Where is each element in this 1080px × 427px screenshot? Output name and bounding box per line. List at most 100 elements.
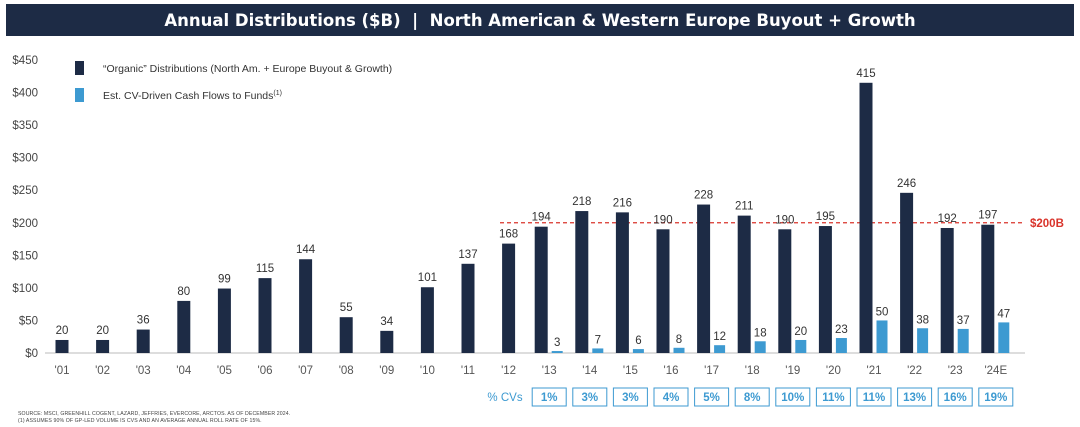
x-tick-label: '13 [542, 365, 557, 377]
x-tick-label: '18 [745, 365, 760, 377]
cv-pct-value: 10% [781, 392, 804, 404]
organic-bar [217, 288, 231, 353]
chart-title-bar: Annual Distributions ($B) | North Americ… [6, 4, 1074, 36]
cv-pct-box [775, 387, 811, 407]
organic-bar [656, 229, 670, 353]
organic-value-label: 228 [694, 190, 713, 202]
cv-bar [957, 328, 969, 353]
cv-value-label: 37 [957, 315, 970, 327]
cv-value-label: 38 [916, 314, 929, 326]
organic-bar [136, 329, 150, 353]
x-tick-label: '01 [55, 365, 70, 377]
x-tick-label: '11 [461, 365, 475, 377]
cv-pct-value: 5% [703, 392, 720, 404]
organic-value-label: 20 [96, 325, 109, 337]
y-tick-label: $100 [12, 283, 38, 295]
cv-pct-box [694, 387, 730, 407]
cv-pct-value: 3% [581, 392, 598, 404]
x-tick-label: '03 [136, 365, 151, 377]
x-tick-label: '23 [948, 365, 963, 377]
organic-value-label: 144 [296, 244, 316, 256]
cv-value-label: 6 [635, 335, 641, 347]
y-tick-label: $200 [12, 218, 38, 230]
y-tick-label: $400 [12, 88, 38, 100]
x-tick-label: '12 [501, 365, 516, 377]
y-tick-label: $150 [12, 250, 38, 262]
cv-pct-row-label: % CVs [487, 392, 522, 404]
source-footnote: SOURCE: MSCI, GREENHILL COGENT, LAZARD, … [18, 411, 291, 417]
cv-bar [551, 351, 563, 353]
organic-value-label: 168 [499, 229, 518, 241]
y-tick-label: $0 [25, 348, 38, 360]
cv-pct-box [978, 387, 1014, 407]
cv-bar [754, 341, 766, 353]
organic-bar [55, 339, 69, 353]
legend-label-cv: Est. CV-Driven Cash Flows to Funds(1) [103, 90, 282, 102]
organic-value-label: 101 [418, 272, 437, 284]
chart-title: Annual Distributions ($B) | North Americ… [164, 10, 916, 30]
x-tick-label: '04 [176, 365, 192, 377]
x-tick-label: '02 [95, 365, 110, 377]
y-tick-label: $50 [19, 315, 38, 327]
cv-pct-value: 19% [984, 392, 1007, 404]
cv-value-label: 3 [554, 337, 560, 349]
organic-value-label: 246 [897, 178, 916, 190]
cv-bar [917, 328, 929, 353]
organic-value-label: 216 [613, 197, 632, 209]
assumption-footnote: (1) ASSUMES 90% OF GP-LED VOLUME IS CVS … [18, 418, 262, 424]
organic-value-label: 137 [458, 249, 477, 261]
x-tick-label: '06 [258, 365, 273, 377]
cv-value-label: 12 [713, 331, 726, 343]
organic-value-label: 218 [572, 196, 591, 208]
legend-swatch-cv [75, 88, 84, 102]
legend-footnote-marker: (1) [273, 90, 282, 97]
cv-value-label: 50 [876, 306, 889, 318]
organic-value-label: 34 [380, 316, 393, 328]
cv-pct-box [653, 387, 689, 407]
cv-pct-value: 3% [622, 392, 639, 404]
cv-pct-value: 1% [541, 392, 558, 404]
y-tick-label: $250 [12, 185, 38, 197]
x-tick-label: '17 [704, 365, 719, 377]
x-tick-label: '08 [339, 365, 354, 377]
organic-bar [502, 243, 516, 353]
organic-bar [461, 263, 475, 353]
cv-pct-box [937, 387, 973, 407]
cv-pct-value: 16% [944, 392, 967, 404]
organic-bar [615, 212, 629, 353]
x-tick-label: '24E [984, 365, 1007, 377]
y-tick-label: $450 [12, 55, 38, 67]
cv-bar [876, 320, 888, 353]
cv-value-label: 47 [997, 308, 1010, 320]
cv-pct-value: 11% [863, 392, 885, 404]
cv-pct-box [572, 387, 608, 407]
organic-value-label: 99 [218, 274, 231, 286]
organic-bar [981, 224, 995, 353]
y-tick-label: $350 [12, 120, 38, 132]
x-tick-label: '22 [907, 365, 922, 377]
x-tick-label: '16 [664, 365, 679, 377]
x-tick-label: '14 [582, 365, 598, 377]
organic-bar [778, 229, 792, 353]
organic-value-label: 190 [775, 214, 794, 226]
cv-bar [835, 338, 847, 353]
cv-value-label: 23 [835, 324, 848, 336]
cv-pct-value: 8% [744, 392, 761, 404]
organic-bar [177, 300, 191, 353]
organic-value-label: 115 [256, 263, 274, 275]
cv-pct-value: 13% [903, 392, 926, 404]
x-tick-label: '07 [298, 365, 313, 377]
organic-bar [940, 227, 954, 353]
organic-bar [737, 215, 751, 353]
legend-swatch-organic [75, 61, 84, 75]
organic-value-label: 55 [340, 302, 353, 314]
organic-value-label: 211 [735, 201, 753, 213]
cv-bar [632, 349, 644, 353]
x-tick-label: '10 [420, 365, 435, 377]
x-tick-label: '09 [379, 365, 394, 377]
organic-bar [420, 287, 434, 353]
organic-bar [380, 330, 394, 353]
cv-value-label: 8 [676, 334, 682, 346]
organic-value-label: 80 [177, 286, 190, 298]
